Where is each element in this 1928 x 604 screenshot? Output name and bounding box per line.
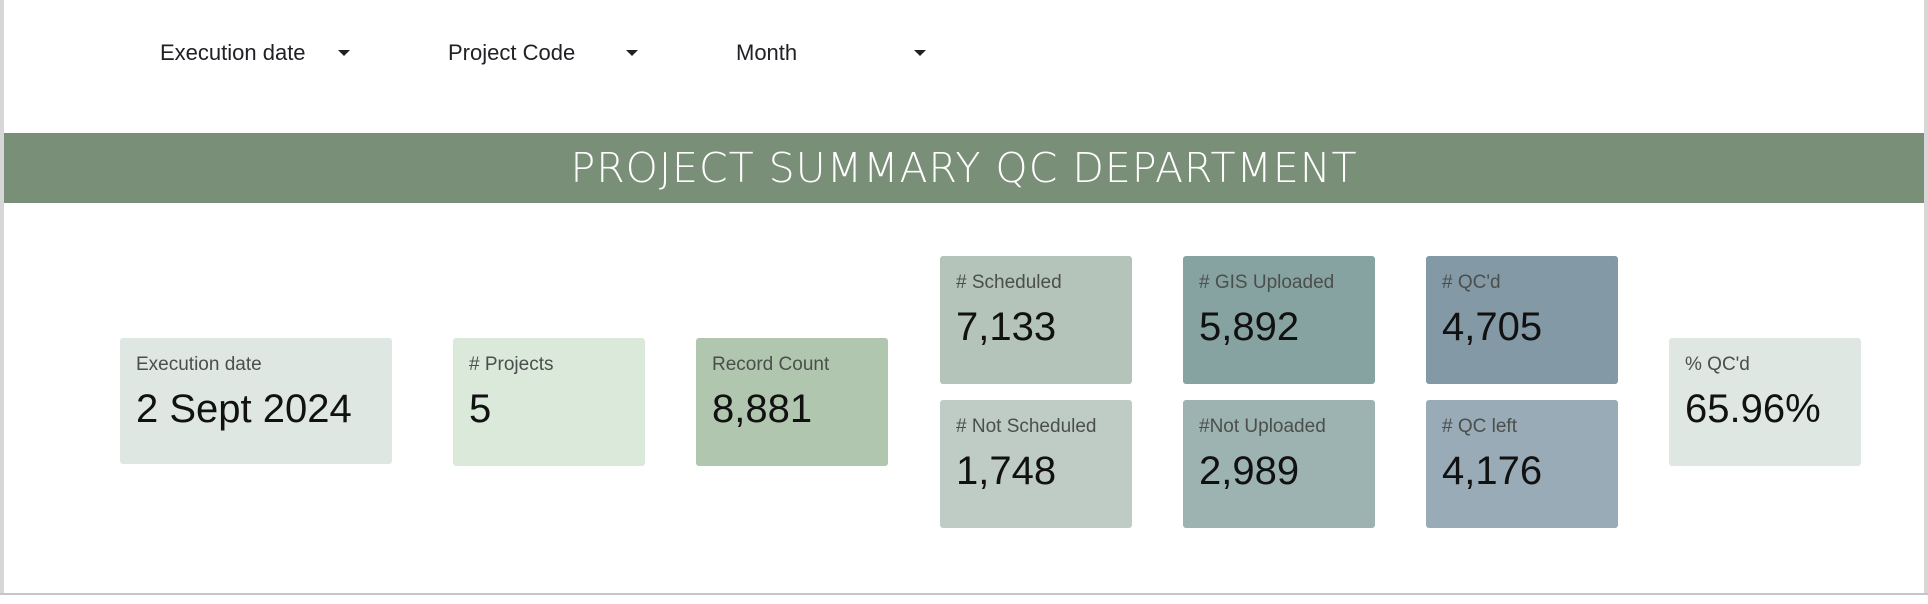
execution-date-filter-label: Execution date (160, 40, 306, 65)
summary-banner: PROJECT SUMMARY QC DEPARTMENT (4, 133, 1924, 203)
scorecard-value: 8,881 (712, 387, 813, 431)
scorecard-label: Execution date (136, 354, 262, 375)
scorecard-label: % QC'd (1685, 354, 1750, 375)
qc-left-scorecard: # QC left 4,176 (1426, 400, 1618, 528)
execution-date-filter[interactable]: Execution date (160, 36, 360, 70)
scorecard-label: #Not Uploaded (1199, 416, 1326, 437)
scorecard-label: # GIS Uploaded (1199, 272, 1335, 293)
scorecard-value: 65.96% (1685, 387, 1821, 431)
execution-date-scorecard: Execution date 2 Sept 2024 (120, 338, 392, 464)
scorecard-label: # QC'd (1442, 272, 1501, 293)
scorecard-value: 5 (469, 387, 492, 431)
page-bottom-border (0, 593, 1928, 595)
qcd-scorecard: # QC'd 4,705 (1426, 256, 1618, 384)
scorecard-label: # Scheduled (956, 272, 1062, 293)
scorecard-label: # QC left (1442, 416, 1517, 437)
gis-uploaded-scorecard: # GIS Uploaded 5,892 (1183, 256, 1375, 384)
scorecard-value: 2 Sept 2024 (136, 387, 352, 431)
record-count-scorecard: Record Count 8,881 (696, 338, 888, 466)
scorecard-value: 2,989 (1199, 449, 1300, 493)
page-right-border (1924, 0, 1928, 594)
project-code-filter-label: Project Code (448, 40, 576, 65)
pct-qcd-scorecard: % QC'd 65.96% (1669, 338, 1861, 466)
scorecard-label: Record Count (712, 354, 830, 375)
project-code-filter[interactable]: Project Code (448, 36, 648, 70)
chevron-down-icon[interactable] (914, 50, 926, 56)
projects-scorecard: # Projects 5 (453, 338, 645, 466)
month-filter-label: Month (736, 40, 798, 65)
scorecard-value: 5,892 (1199, 305, 1300, 349)
scheduled-scorecard: # Scheduled 7,133 (940, 256, 1132, 384)
chevron-down-icon[interactable] (626, 50, 638, 56)
scorecard-value: 1,748 (956, 449, 1057, 493)
scorecard-label: # Projects (469, 354, 554, 375)
page-left-border (0, 0, 4, 594)
not-scheduled-scorecard: # Not Scheduled 1,748 (940, 400, 1132, 528)
scorecard-value: 4,176 (1442, 449, 1543, 493)
scorecard-value: 4,705 (1442, 305, 1543, 349)
month-filter[interactable]: Month (736, 36, 936, 70)
not-uploaded-scorecard: #Not Uploaded 2,989 (1183, 400, 1375, 528)
chevron-down-icon[interactable] (338, 50, 350, 56)
scorecard-value: 7,133 (956, 305, 1057, 349)
banner-title: PROJECT SUMMARY QC DEPARTMENT (570, 144, 1358, 192)
scorecard-label: # Not Scheduled (956, 416, 1097, 437)
